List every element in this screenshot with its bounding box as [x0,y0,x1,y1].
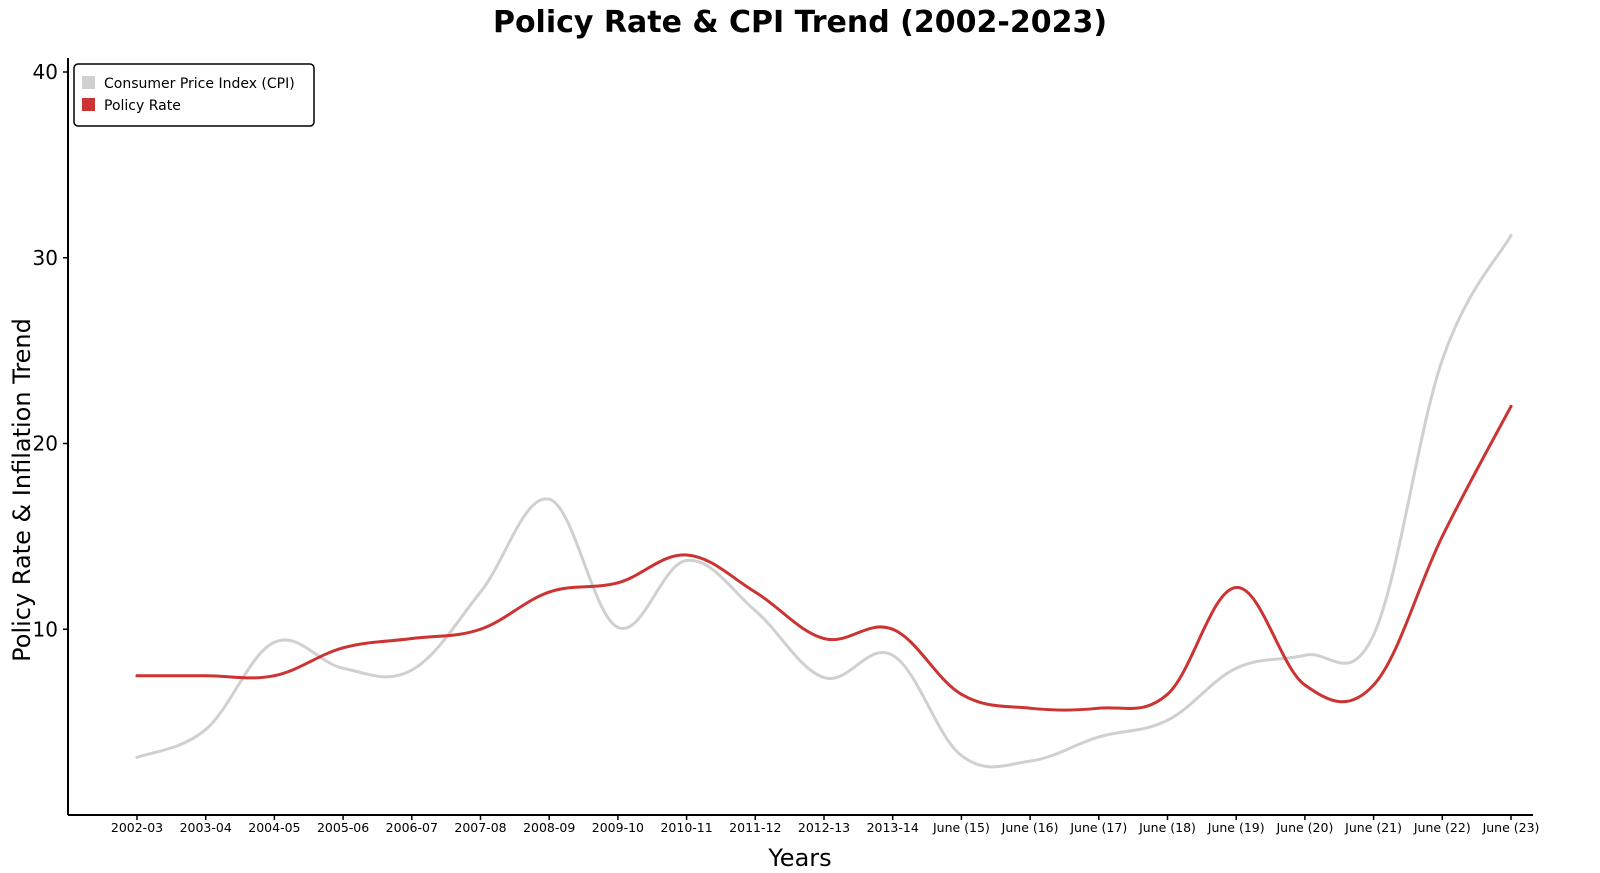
x-tick-label: 2010-11 [660,820,712,835]
policy-rate-data-point [547,590,551,594]
cpi-data-point [135,755,139,759]
legend-swatch-cpi [82,76,95,89]
policy-rate-data-point [1166,692,1169,696]
cpi-data-point [1166,718,1169,722]
y-tick-label: 20 [33,432,58,456]
cpi-data-point [1028,759,1032,763]
cpi-data-point [1234,666,1238,670]
policy-rate-data-point [272,674,276,678]
y-tick-label: 10 [33,617,58,641]
policy-rate-data-point [1372,683,1376,687]
y-tick-label: 40 [33,60,58,84]
legend-box [73,63,315,127]
policy-rate-data-point [1028,706,1032,710]
cpi-data-point [1509,233,1513,237]
cpi-data-point [616,625,620,629]
cpi-data-point [959,754,963,758]
x-tick-label: 2002-03 [111,820,163,835]
policy-rate-data-point [135,674,139,678]
policy-rate-series-line [135,404,1513,712]
cpi-data-point [272,640,276,644]
policy-rate-data-point [822,637,826,641]
policy-rate-data-point [204,674,208,678]
cpi-data-point [1372,633,1376,637]
x-tick-label: 2012-13 [798,820,850,835]
chart-title: Policy Rate & CPI Trend (2002-2023) [493,5,1107,40]
legend-label-cpi: Consumer Price Index (CPI) [104,76,295,92]
cpi-data-point [685,559,689,563]
legend-label-policy-rate: Policy Rate [104,98,181,114]
cpi-data-point [1440,358,1444,362]
policy-rate-data-point [1440,534,1444,538]
x-tick-label: 2006-07 [386,820,438,835]
x-axis-label: Years [767,844,831,872]
x-tick-label: 2009-10 [592,820,644,835]
policy-rate-data-point [1303,683,1307,687]
policy-rate-data-point [753,590,757,594]
cpi-data-point [753,609,757,613]
cpi-data-point [410,668,414,672]
x-tick-label: June (18) [1138,820,1196,835]
cpi-series-line [135,233,1513,769]
legend: Consumer Price Index (CPI) Policy Rate [73,63,315,127]
cpi-data-point [1097,735,1101,739]
policy-rate-data-point [1097,706,1101,710]
legend-swatch-policy-rate [82,98,95,111]
cpi-data-point [1303,653,1307,657]
x-tick-label: 2004-05 [248,820,300,835]
x-tick-label: June (16) [1001,820,1059,835]
policy-rate-data-point [479,627,482,631]
policy-rate-data-point [341,646,345,650]
policy-rate-data-point [685,553,689,557]
cpi-data-point [479,590,482,594]
policy-rate-data-point [410,637,414,641]
x-tick-label: 2013-14 [867,820,919,835]
y-axis-label: Policy Rate & Infilation Trend [8,318,36,662]
policy-rate-data-point [1509,404,1513,408]
cpi-data-point [891,653,895,657]
cpi-data-point [341,666,345,670]
policy-rate-data-point [616,581,620,585]
x-tick-label: June (23) [1482,820,1540,835]
policy-rate-data-point [891,627,895,631]
x-tick-label: June (17) [1069,820,1127,835]
x-tick-label: June (19) [1207,820,1265,835]
y-tick-label: 30 [33,246,58,270]
cpi-data-point [204,728,208,732]
cpi-data-point [547,497,551,501]
x-tick-label: 2007-08 [454,820,506,835]
plot-area: 10 20 30 40 2002-03 2003-04 2004-05 2005-06 2006… [33,58,1540,835]
x-tick-label: June (20) [1275,820,1333,835]
x-tick-label: 2005-06 [317,820,369,835]
policy-rate-data-point [959,692,963,696]
x-tick-label: June (22) [1413,820,1471,835]
x-tick-label: 2011-12 [729,820,781,835]
x-tick-label: June (15) [932,820,990,835]
x-tick-label: June (21) [1344,820,1402,835]
x-tick-label: 2003-04 [180,820,232,835]
policy-rate-data-point [1234,585,1238,589]
x-tick-label: 2008-09 [523,820,575,835]
cpi-data-point [822,676,826,680]
